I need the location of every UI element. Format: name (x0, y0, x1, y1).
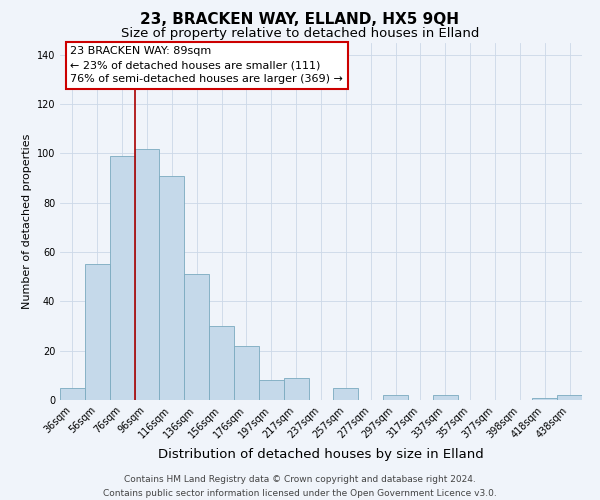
Bar (110, 156, 134, 400)
Text: 23 BRACKEN WAY: 89sqm
← 23% of detached houses are smaller (111)
76% of semi-det: 23 BRACKEN WAY: 89sqm ← 23% of detached … (70, 46, 343, 84)
Bar (334, 388, 358, 400)
Bar (259, 380, 284, 400)
Bar (184, 274, 209, 400)
Bar (60, 388, 85, 400)
Bar (134, 148, 160, 400)
X-axis label: Distribution of detached houses by size in Elland: Distribution of detached houses by size … (158, 448, 484, 461)
Text: Size of property relative to detached houses in Elland: Size of property relative to detached ho… (121, 28, 479, 40)
Bar (557, 395, 582, 400)
Bar (85, 264, 110, 400)
Bar (383, 395, 408, 400)
Bar (433, 395, 458, 400)
Bar (284, 378, 308, 400)
Text: 23, BRACKEN WAY, ELLAND, HX5 9QH: 23, BRACKEN WAY, ELLAND, HX5 9QH (140, 12, 460, 28)
Bar (160, 176, 184, 400)
Bar (209, 326, 234, 400)
Text: Contains HM Land Registry data © Crown copyright and database right 2024.
Contai: Contains HM Land Registry data © Crown c… (103, 476, 497, 498)
Y-axis label: Number of detached properties: Number of detached properties (22, 134, 32, 309)
Bar (532, 398, 557, 400)
Bar (234, 346, 259, 400)
